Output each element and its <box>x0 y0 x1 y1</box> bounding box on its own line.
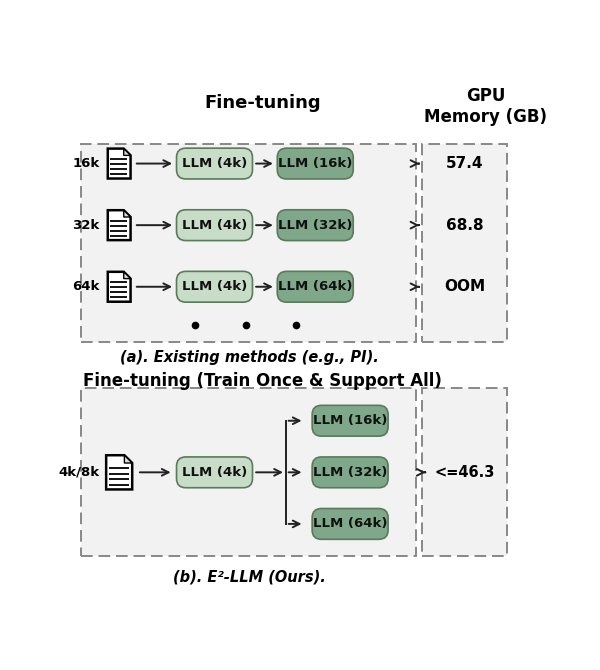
FancyBboxPatch shape <box>277 271 353 302</box>
FancyBboxPatch shape <box>176 148 253 179</box>
Text: Fine-tuning: Fine-tuning <box>204 94 321 113</box>
Text: 68.8: 68.8 <box>446 218 484 232</box>
Text: LLM (4k): LLM (4k) <box>182 280 247 293</box>
Bar <box>81 389 416 556</box>
Text: 4k/8k: 4k/8k <box>59 466 100 479</box>
Text: LLM (64k): LLM (64k) <box>313 517 388 531</box>
Text: LLM (4k): LLM (4k) <box>182 218 247 232</box>
Text: LLM (16k): LLM (16k) <box>313 414 388 427</box>
Text: LLM (4k): LLM (4k) <box>182 466 247 479</box>
Bar <box>422 389 508 556</box>
Text: (a). Existing methods (e.g., PI).: (a). Existing methods (e.g., PI). <box>120 350 379 365</box>
FancyBboxPatch shape <box>312 457 388 488</box>
Text: Memory (GB): Memory (GB) <box>424 109 547 127</box>
Text: 32k: 32k <box>73 218 100 232</box>
Bar <box>422 143 508 342</box>
Bar <box>81 143 416 342</box>
Polygon shape <box>108 149 131 178</box>
FancyBboxPatch shape <box>277 148 353 179</box>
Text: LLM (64k): LLM (64k) <box>278 280 353 293</box>
Text: LLM (16k): LLM (16k) <box>278 157 352 170</box>
FancyBboxPatch shape <box>176 210 253 241</box>
Text: GPU: GPU <box>466 87 505 105</box>
Text: LLM (4k): LLM (4k) <box>182 157 247 170</box>
FancyBboxPatch shape <box>176 457 253 488</box>
FancyBboxPatch shape <box>312 509 388 539</box>
Polygon shape <box>108 272 131 302</box>
Polygon shape <box>124 272 131 279</box>
Text: (b). E²-LLM (Ours).: (b). E²-LLM (Ours). <box>173 570 326 584</box>
FancyBboxPatch shape <box>176 271 253 302</box>
Polygon shape <box>124 149 131 155</box>
FancyBboxPatch shape <box>312 405 388 436</box>
Text: 16k: 16k <box>73 157 100 170</box>
Text: 57.4: 57.4 <box>446 156 484 171</box>
Polygon shape <box>124 210 131 217</box>
Text: 64k: 64k <box>73 280 100 293</box>
Polygon shape <box>108 210 131 240</box>
Text: LLM (32k): LLM (32k) <box>313 466 388 479</box>
Text: OOM: OOM <box>444 279 485 294</box>
Text: LLM (32k): LLM (32k) <box>278 218 352 232</box>
Text: Fine-tuning (Train Once & Support All): Fine-tuning (Train Once & Support All) <box>83 372 442 390</box>
Text: <=46.3: <=46.3 <box>434 465 495 480</box>
Polygon shape <box>106 455 132 489</box>
Polygon shape <box>124 455 132 463</box>
FancyBboxPatch shape <box>277 210 353 241</box>
